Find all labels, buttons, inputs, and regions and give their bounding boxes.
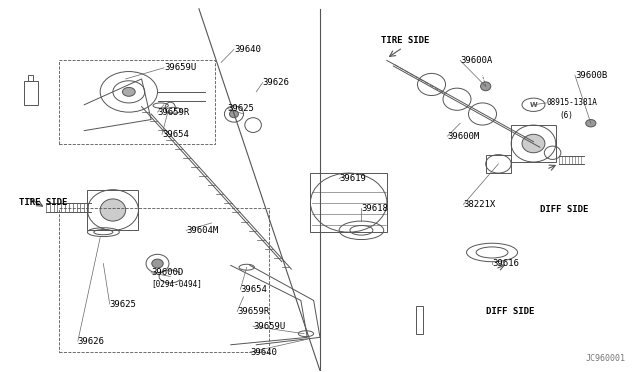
Text: 39604M: 39604M bbox=[186, 226, 218, 235]
Ellipse shape bbox=[522, 134, 545, 153]
Text: 39659R: 39659R bbox=[157, 108, 189, 117]
Text: 39640: 39640 bbox=[250, 348, 276, 357]
Ellipse shape bbox=[230, 110, 239, 118]
Text: 39600M: 39600M bbox=[447, 132, 480, 141]
Ellipse shape bbox=[100, 199, 125, 221]
Bar bbox=[511, 125, 556, 162]
Text: 39618: 39618 bbox=[362, 203, 388, 213]
Text: W: W bbox=[529, 102, 538, 108]
Text: 39659R: 39659R bbox=[237, 307, 269, 316]
Ellipse shape bbox=[122, 87, 135, 96]
Text: [0294-0494]: [0294-0494] bbox=[151, 279, 202, 288]
Ellipse shape bbox=[586, 119, 596, 127]
Bar bbox=[486, 155, 511, 173]
Text: 08915-1381A: 08915-1381A bbox=[546, 99, 597, 108]
Text: 39616: 39616 bbox=[492, 259, 519, 268]
Text: JC960001: JC960001 bbox=[586, 354, 626, 363]
Text: 39600D: 39600D bbox=[151, 268, 184, 277]
Text: 39625: 39625 bbox=[228, 104, 255, 113]
Text: 39659U: 39659U bbox=[164, 63, 196, 72]
Text: 39626: 39626 bbox=[262, 78, 289, 87]
Bar bbox=[24, 81, 38, 105]
Text: 39625: 39625 bbox=[109, 300, 136, 309]
Text: 39619: 39619 bbox=[339, 174, 366, 183]
Text: 39600B: 39600B bbox=[575, 71, 607, 80]
Text: TIRE SIDE: TIRE SIDE bbox=[19, 198, 68, 207]
Text: 38221X: 38221X bbox=[463, 200, 495, 209]
Text: DIFF SIDE: DIFF SIDE bbox=[486, 307, 534, 316]
Text: 39626: 39626 bbox=[78, 337, 105, 346]
Text: 39659U: 39659U bbox=[253, 322, 285, 331]
Bar bbox=[310, 173, 387, 232]
Bar bbox=[415, 306, 423, 334]
Bar bbox=[88, 190, 138, 230]
Ellipse shape bbox=[152, 259, 163, 268]
Text: 39640: 39640 bbox=[234, 45, 261, 54]
Text: DIFF SIDE: DIFF SIDE bbox=[540, 205, 588, 215]
Bar bbox=[59, 208, 269, 352]
Bar bbox=[28, 75, 33, 81]
Text: 39654: 39654 bbox=[162, 130, 189, 139]
Text: 39600A: 39600A bbox=[460, 56, 492, 65]
Text: (6): (6) bbox=[559, 111, 573, 121]
Bar bbox=[59, 61, 215, 144]
Text: 39654: 39654 bbox=[241, 285, 268, 294]
Ellipse shape bbox=[481, 82, 491, 91]
Text: TIRE SIDE: TIRE SIDE bbox=[381, 36, 429, 45]
